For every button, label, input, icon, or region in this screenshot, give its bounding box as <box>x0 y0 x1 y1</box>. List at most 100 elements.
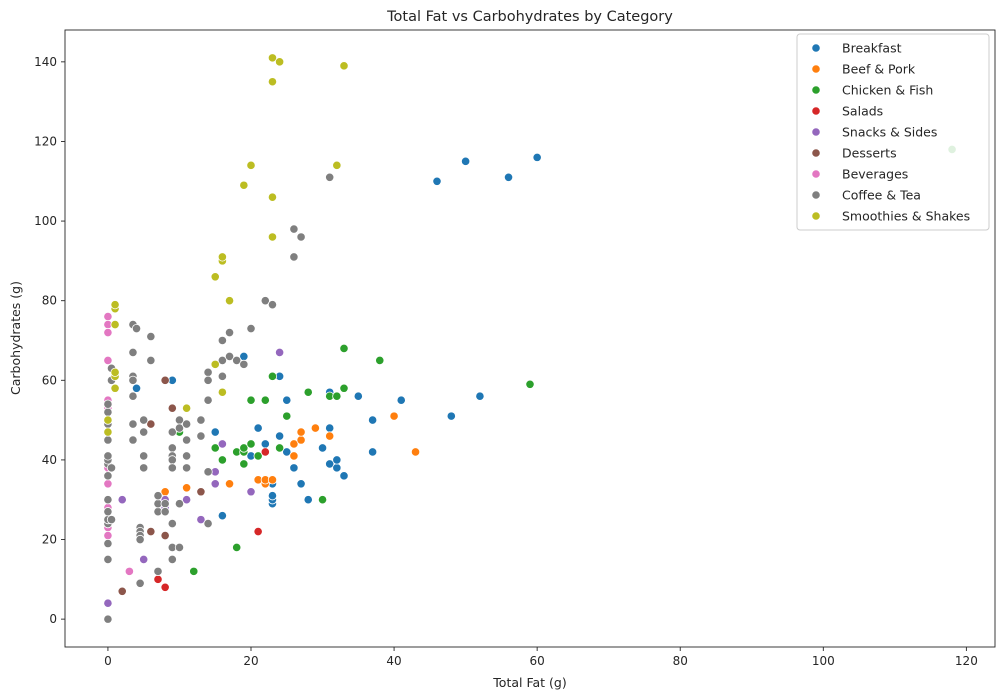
point-coffee-tea <box>224 327 235 338</box>
point-chicken-fish <box>246 439 256 449</box>
point-coffee-tea <box>182 451 192 461</box>
legend-label-coffee-tea: Coffee & Tea <box>842 188 921 203</box>
point-desserts <box>146 526 156 537</box>
point-coffee-tea <box>217 335 227 346</box>
point-coffee-tea <box>167 455 177 465</box>
point-smoothies-shakes <box>246 160 256 170</box>
point-coffee-tea <box>153 491 163 501</box>
point-chicken-fish <box>303 387 313 397</box>
point-coffee-tea <box>224 351 235 362</box>
point-coffee-tea <box>160 499 170 509</box>
point-coffee-tea <box>103 614 113 624</box>
point-coffee-tea <box>196 415 206 425</box>
point-salads <box>260 447 270 457</box>
point-breakfast <box>503 172 514 182</box>
point-smoothies-shakes <box>103 415 113 425</box>
point-beef-pork <box>289 439 299 449</box>
point-smoothies-shakes <box>210 272 220 282</box>
point-smoothies-shakes <box>267 53 278 63</box>
x-tick-label: 40 <box>386 654 401 668</box>
point-smoothies-shakes <box>210 359 220 369</box>
point-coffee-tea <box>289 252 299 262</box>
point-chicken-fish <box>375 355 385 365</box>
legend-marker-beef-pork <box>811 64 821 74</box>
point-coffee-tea <box>128 435 138 445</box>
point-breakfast <box>282 447 292 457</box>
point-smoothies-shakes <box>339 61 349 71</box>
point-snacks-sides <box>217 439 227 449</box>
point-breakfast <box>303 495 313 505</box>
point-coffee-tea <box>203 375 213 385</box>
point-coffee-tea <box>217 371 227 381</box>
point-coffee-tea <box>260 296 270 306</box>
legend-box <box>796 33 990 231</box>
point-coffee-tea <box>203 518 213 529</box>
point-beef-pork <box>325 431 335 441</box>
point-desserts <box>117 586 127 596</box>
x-axis: 0 20 40 60 80 100 120 <box>104 647 978 668</box>
point-coffee-tea <box>232 355 242 365</box>
point-coffee-tea <box>217 355 227 365</box>
y-tick-label: 20 <box>42 533 57 547</box>
point-breakfast <box>532 152 542 162</box>
legend-marker-beverages <box>811 169 821 179</box>
point-breakfast <box>446 411 456 421</box>
y-axis: 0 20 40 60 80 100 120 140 <box>34 55 65 626</box>
legend-marker-coffee-tea <box>811 190 821 200</box>
point-coffee-tea <box>196 431 206 441</box>
point-salads <box>160 582 170 592</box>
point-coffee-tea <box>167 554 177 565</box>
point-coffee-tea <box>203 367 213 377</box>
point-chicken-fish <box>339 343 349 354</box>
point-chicken-fish <box>253 451 263 461</box>
point-breakfast <box>432 176 442 186</box>
point-coffee-tea <box>167 518 177 529</box>
point-breakfast <box>217 511 227 521</box>
legend-label-snacks-sides: Snacks & Sides <box>842 125 937 140</box>
point-breakfast <box>325 423 335 433</box>
point-coffee-tea <box>174 423 185 433</box>
point-coffee-tea <box>203 395 213 405</box>
legend-label-chicken-fish: Chicken & Fish <box>842 83 933 98</box>
x-tick-label: 80 <box>673 654 688 668</box>
point-beverages <box>103 530 113 541</box>
point-coffee-tea <box>128 347 138 358</box>
point-coffee-tea <box>103 407 113 417</box>
point-desserts <box>160 375 170 385</box>
point-chicken-fish <box>332 391 342 401</box>
point-coffee-tea <box>103 399 113 409</box>
point-smoothies-shakes <box>267 232 278 242</box>
point-smoothies-shakes <box>239 180 249 190</box>
point-smoothies-shakes <box>110 383 120 393</box>
point-beef-pork <box>289 451 299 461</box>
y-tick-label: 0 <box>49 612 57 626</box>
point-smoothies-shakes <box>110 319 120 330</box>
point-chicken-fish <box>246 395 256 405</box>
point-coffee-tea <box>103 538 113 549</box>
point-coffee-tea <box>135 578 145 588</box>
point-coffee-tea <box>153 566 163 576</box>
point-coffee-tea <box>106 463 117 473</box>
point-coffee-tea <box>103 495 113 505</box>
point-coffee-tea <box>167 443 177 453</box>
point-coffee-tea <box>146 331 156 342</box>
point-beef-pork <box>410 447 421 457</box>
point-snacks-sides <box>196 515 206 525</box>
point-chicken-fish <box>232 542 242 553</box>
point-breakfast <box>396 395 406 405</box>
point-coffee-tea <box>182 435 192 445</box>
legend-marker-breakfast <box>811 43 821 53</box>
point-coffee-tea <box>146 355 156 365</box>
point-coffee-tea <box>267 300 278 310</box>
point-coffee-tea <box>182 419 192 429</box>
point-chicken-fish <box>267 371 278 381</box>
point-coffee-tea <box>296 232 306 242</box>
legend-label-beef-pork: Beef & Pork <box>842 62 916 77</box>
point-breakfast <box>353 391 363 401</box>
point-snacks-sides <box>117 495 127 505</box>
point-desserts <box>196 487 206 497</box>
point-beef-pork <box>296 427 306 437</box>
point-breakfast <box>275 431 285 441</box>
point-breakfast <box>131 383 142 393</box>
